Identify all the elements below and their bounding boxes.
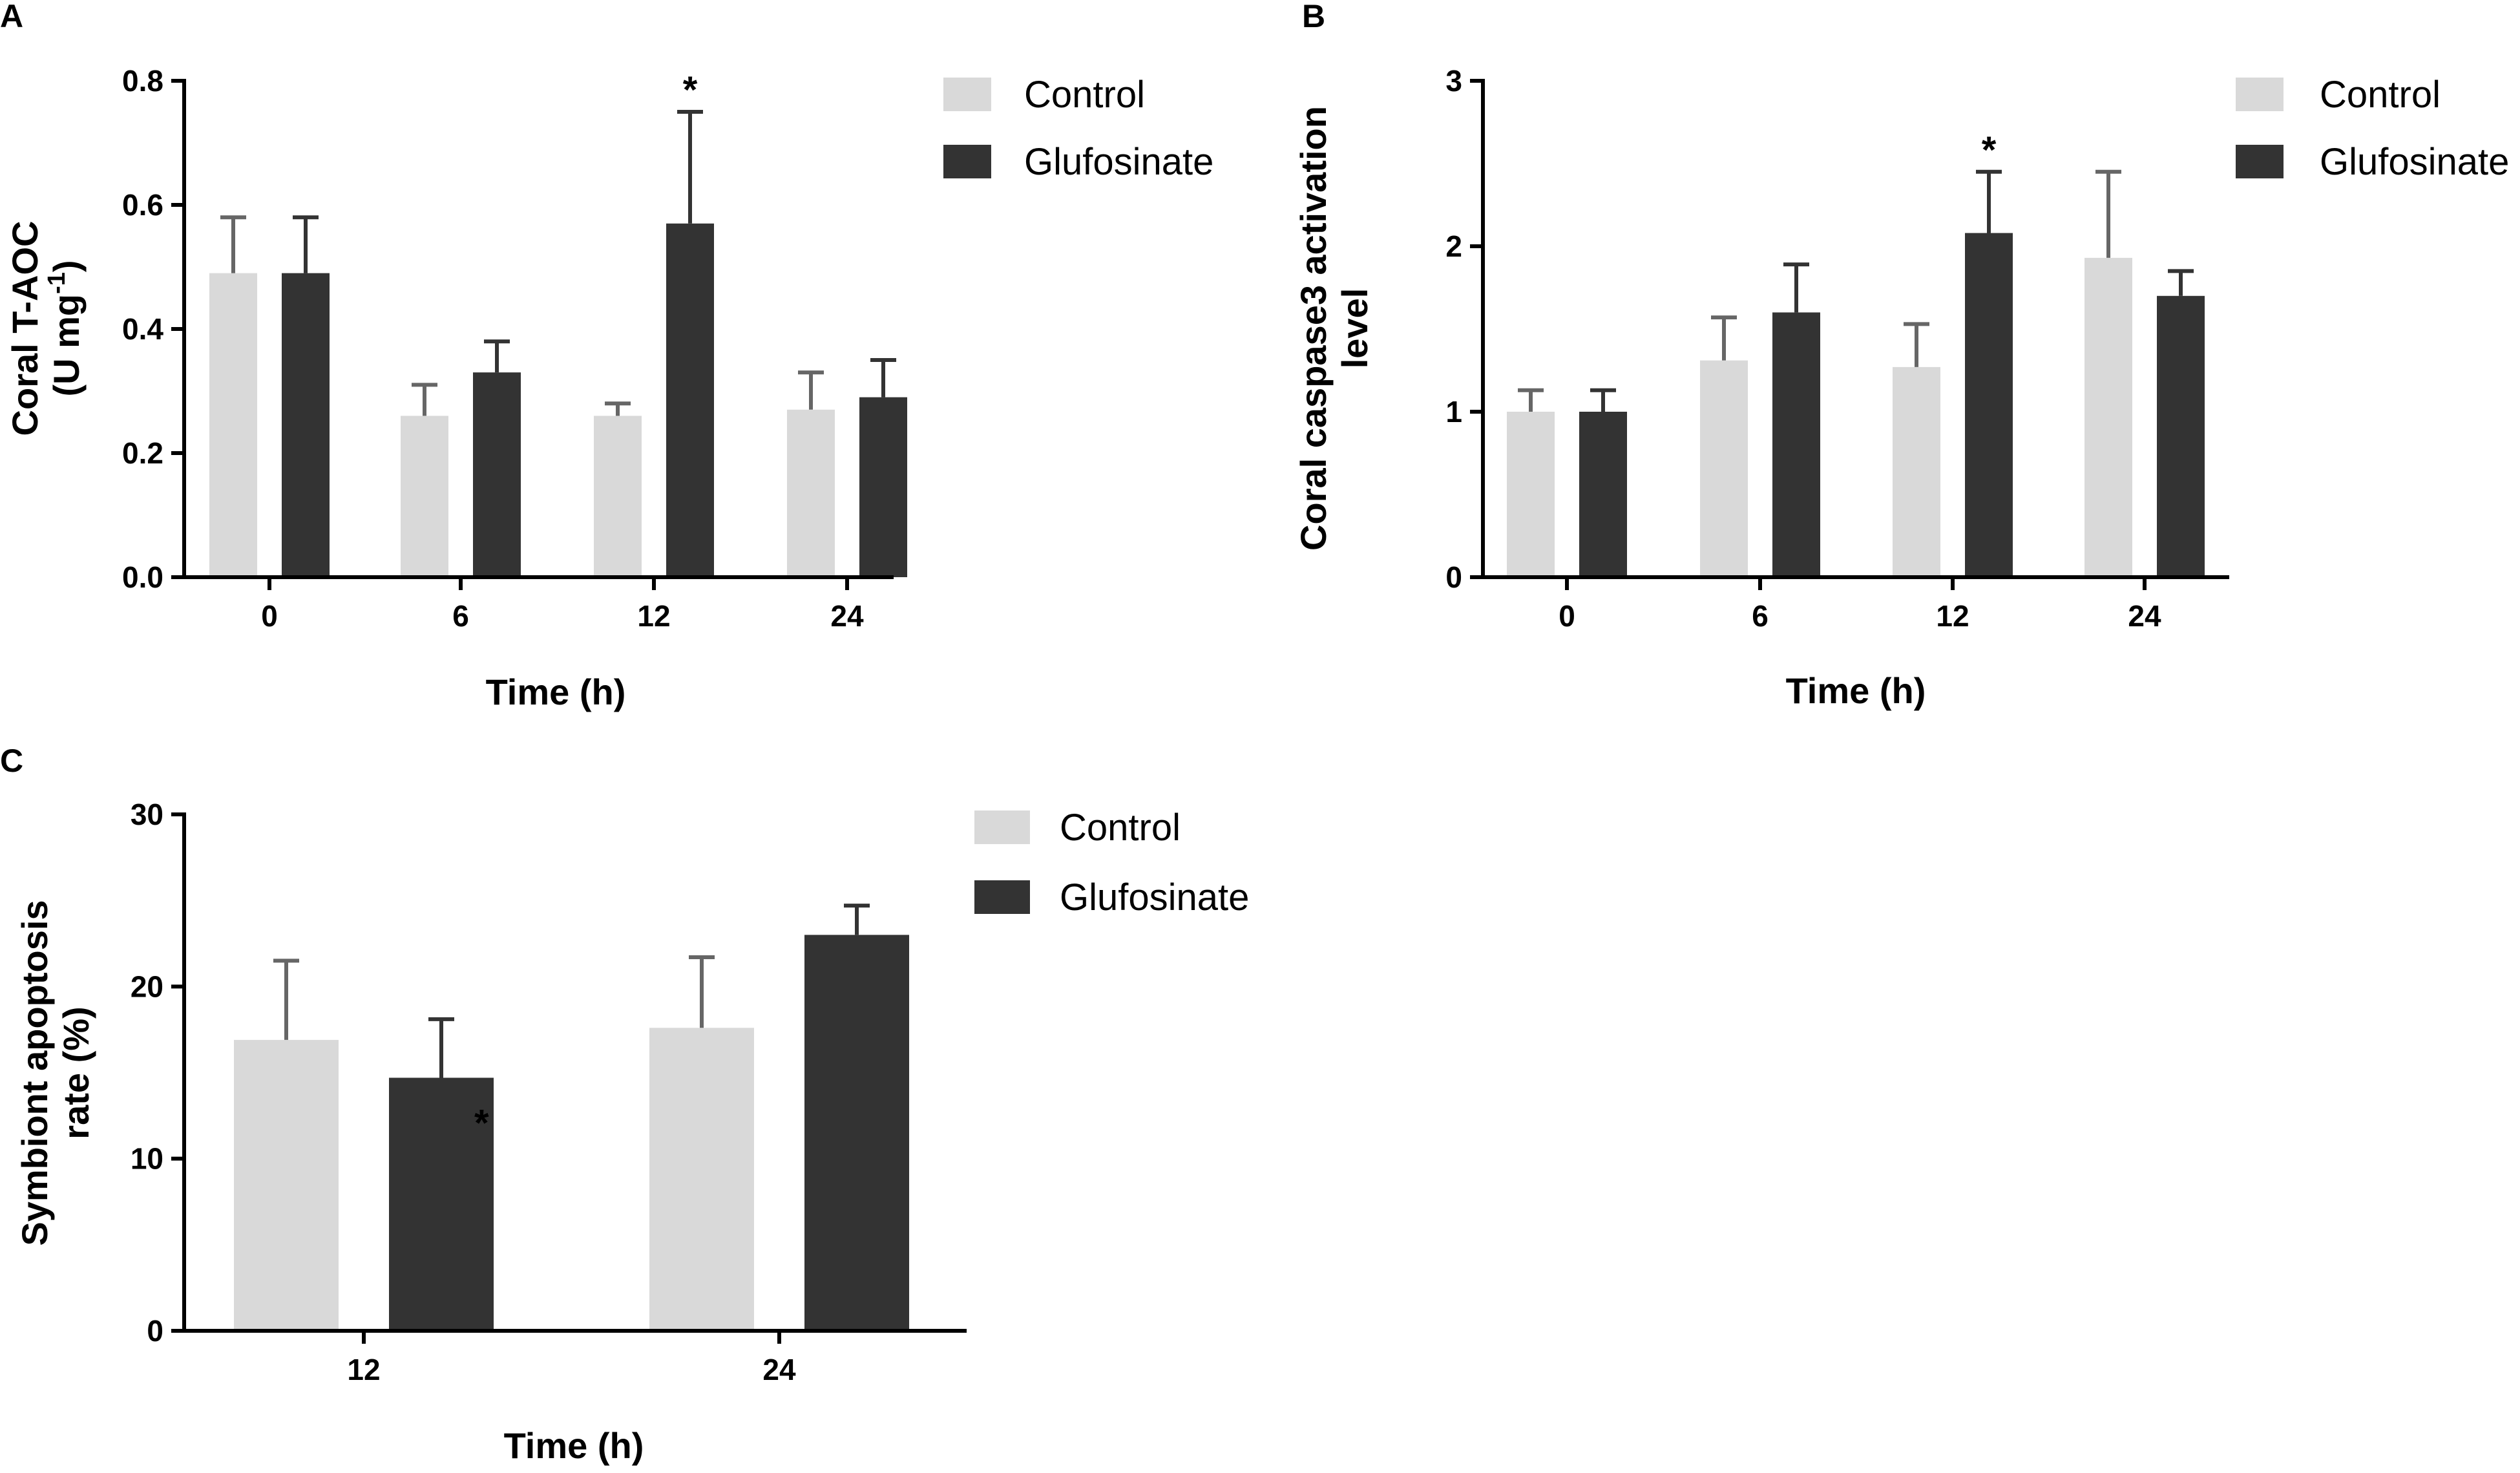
y-axis-title-line2: level xyxy=(1334,288,1375,369)
bar-control-24 xyxy=(2084,257,2132,577)
y-tick-label: 0 xyxy=(147,1314,163,1348)
panel-c: C * 0 10 20 30 12 24 Time (h) Symbiont apoptosis r… xyxy=(0,743,1249,1466)
y-tick-label: 2 xyxy=(1445,229,1462,263)
y-tick-label: 20 xyxy=(131,970,163,1003)
x-tick-label: 6 xyxy=(1752,599,1769,633)
legend-swatch-glufosinate xyxy=(943,145,991,178)
bar-control-6 xyxy=(401,416,448,577)
bar-glufosinate-6 xyxy=(473,372,521,577)
legend-label-glufosinate: Glufosinate xyxy=(2320,141,2509,183)
bar-glufosinate-24 xyxy=(859,397,907,577)
x-tick-label: 24 xyxy=(2128,599,2161,633)
x-tick-label: 12 xyxy=(347,1353,380,1386)
y-tick-label: 30 xyxy=(131,798,163,831)
legend-label-control: Control xyxy=(2320,74,2441,116)
y-tick-label: 0.4 xyxy=(122,312,163,346)
bar-glufosinate-12 xyxy=(666,223,714,577)
y-tick-label: 0.8 xyxy=(122,64,163,98)
y-axis-title-close: ) xyxy=(46,260,87,272)
legend-label-glufosinate: Glufosinate xyxy=(1024,141,1213,183)
bar-glufosinate-24 xyxy=(2157,295,2205,577)
bar-control-6 xyxy=(1700,360,1748,577)
bar-glufosinate-0 xyxy=(282,273,330,577)
panel-a: A * 0.0 0.2 0.4 0.6 0.8 0 6 12 24 Time (h) Coral T-A… xyxy=(0,0,1213,712)
bar-glufosinate-12 xyxy=(389,1077,494,1331)
x-tick-label: 24 xyxy=(830,599,864,633)
bar-control-12 xyxy=(1893,366,1940,577)
panel-letter: B xyxy=(1302,0,1325,34)
x-axis-title: Time (h) xyxy=(1786,670,1926,711)
bar-control-24 xyxy=(787,409,835,577)
bar-control-12 xyxy=(234,1039,339,1331)
y-axis-title-line1: Symbiont apoptosis xyxy=(14,900,55,1245)
legend-label-glufosinate: Glufosinate xyxy=(1060,876,1249,918)
y-tick-label: 0 xyxy=(1445,560,1462,594)
y-tick-label: 0.2 xyxy=(122,436,163,470)
x-tick-label: 6 xyxy=(452,599,469,633)
y-axis-title: Symbiont apoptosis rate (%) xyxy=(14,900,96,1245)
y-tick-label: 0.0 xyxy=(122,560,163,594)
y-axis-title: Coral caspase3 activation level xyxy=(1293,106,1375,551)
x-tick-label: 0 xyxy=(261,599,278,633)
y-tick-label: 1 xyxy=(1445,395,1462,429)
significance-marker: * xyxy=(683,69,698,111)
x-axis-title: Time (h) xyxy=(504,1425,644,1466)
bar-glufosinate-6 xyxy=(1772,312,1820,577)
y-tick-label: 0.6 xyxy=(122,188,163,222)
x-tick-label: 24 xyxy=(762,1353,796,1386)
y-axis-title-line1: Coral caspase3 activation xyxy=(1293,106,1334,551)
y-axis-title-line2: rate (%) xyxy=(56,1006,96,1139)
panel-letter: A xyxy=(0,0,23,34)
bar-glufosinate-12 xyxy=(1965,233,2013,577)
bar-control-24 xyxy=(649,1028,754,1331)
y-axis-title-superscript: -1 xyxy=(43,272,70,294)
bar-control-12 xyxy=(594,416,642,577)
y-tick-label: 10 xyxy=(131,1142,163,1176)
bar-control-0 xyxy=(209,273,257,577)
significance-marker: * xyxy=(1982,129,1997,171)
y-tick-label: 3 xyxy=(1445,64,1462,98)
y-axis-title-line1: Coral T-AOC xyxy=(5,221,45,436)
legend-swatch-control xyxy=(943,78,991,111)
x-tick-label: 12 xyxy=(637,599,670,633)
y-axis-title-unit: rate (%) xyxy=(56,1006,96,1139)
x-tick-label: 12 xyxy=(1936,599,1969,633)
legend-swatch-control xyxy=(974,811,1030,844)
y-axis-title-unit: (U mg xyxy=(46,294,87,397)
bar-control-0 xyxy=(1507,412,1555,577)
y-axis-title-line2: (U mg-1) xyxy=(43,260,87,396)
legend-label-control: Control xyxy=(1060,807,1181,849)
legend-swatch-glufosinate xyxy=(974,880,1030,914)
significance-marker: * xyxy=(474,1102,489,1144)
legend-swatch-control xyxy=(2236,78,2284,111)
bar-glufosinate-0 xyxy=(1579,412,1627,577)
legend-label-control: Control xyxy=(1024,74,1145,116)
y-axis-title-unit: level xyxy=(1334,288,1375,369)
bar-glufosinate-24 xyxy=(804,935,909,1331)
x-tick-label: 0 xyxy=(1559,599,1575,633)
x-axis-title: Time (h) xyxy=(486,672,626,712)
panel-letter: C xyxy=(0,743,23,779)
y-axis-title: Coral T-AOC (U mg-1) xyxy=(5,221,87,436)
legend-swatch-glufosinate xyxy=(2236,145,2284,178)
